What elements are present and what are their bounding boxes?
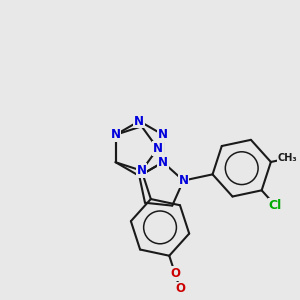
Text: O: O [175,282,185,296]
Text: O: O [170,267,180,280]
Text: N: N [110,128,121,141]
Text: N: N [158,128,168,141]
Text: N: N [158,156,168,169]
Text: Cl: Cl [268,199,282,212]
Text: CH₃: CH₃ [278,153,298,164]
Text: N: N [178,174,188,187]
Text: N: N [134,115,144,128]
Text: N: N [136,164,147,177]
Text: N: N [153,142,163,155]
